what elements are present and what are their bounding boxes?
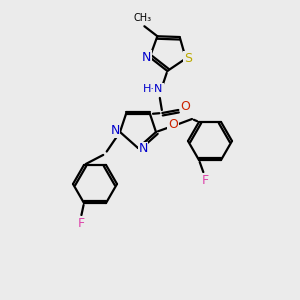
Text: N: N xyxy=(110,124,120,137)
Text: N: N xyxy=(142,51,152,64)
Text: S: S xyxy=(184,52,192,65)
Text: F: F xyxy=(77,217,85,230)
Text: H·N: H·N xyxy=(143,84,164,94)
Text: F: F xyxy=(201,174,208,187)
Text: O: O xyxy=(168,118,178,131)
Text: N: N xyxy=(138,142,148,155)
Text: O: O xyxy=(180,100,190,113)
Text: CH₃: CH₃ xyxy=(133,13,152,23)
